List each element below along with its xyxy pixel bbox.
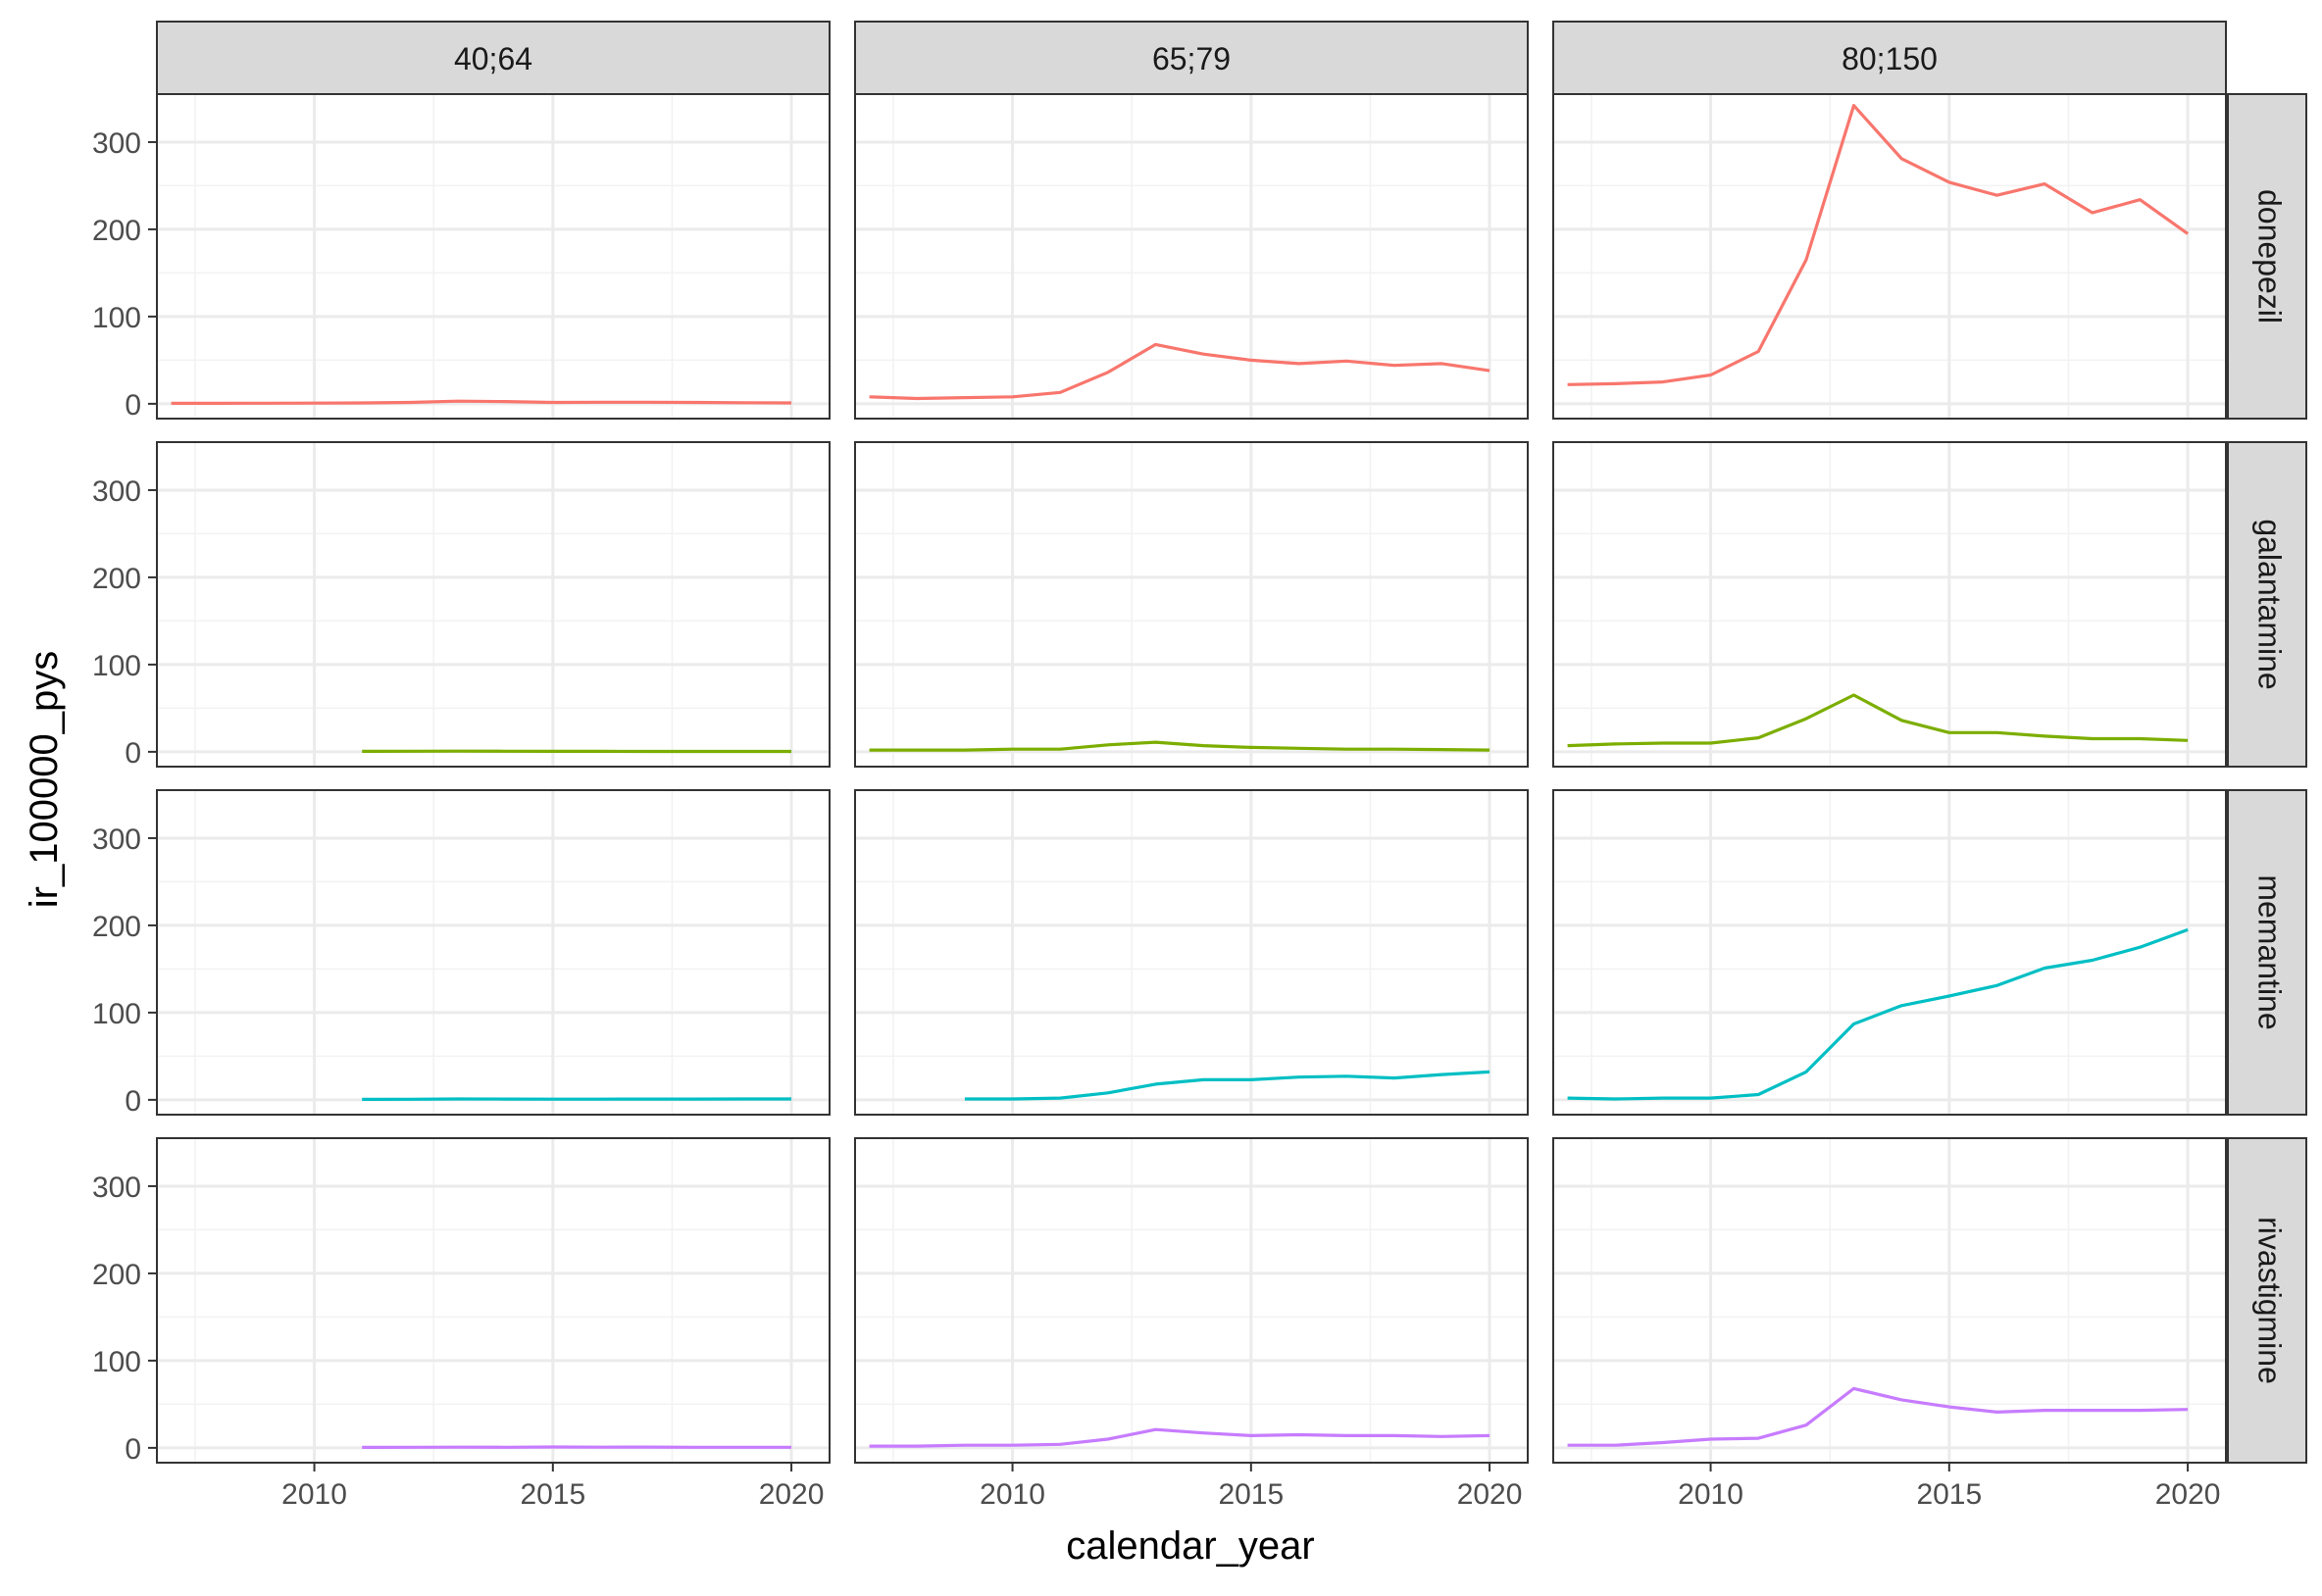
y-tick-label: 300 <box>92 475 141 508</box>
panel-border <box>1552 93 2227 420</box>
facet-strip-column-label: 80;150 <box>1842 41 1938 76</box>
facet-strip-row-label: donepezil <box>2252 189 2288 324</box>
facet-strip-column-label: 65;79 <box>1152 41 1231 76</box>
x-tick-label: 2010 <box>281 1478 347 1511</box>
x-tick-label: 2015 <box>1916 1478 1982 1511</box>
x-tick-label: 2015 <box>520 1478 585 1511</box>
panel-background <box>1553 1138 2226 1463</box>
panel-border <box>1552 441 2227 768</box>
x-axis-label: calendar_year <box>1066 1524 1315 1568</box>
y-tick-label: 200 <box>92 215 141 247</box>
x-tick-label: 2020 <box>1457 1478 1523 1511</box>
facet-strip-row-label: memantine <box>2252 874 2288 1029</box>
panel-border <box>156 441 831 768</box>
panel-border <box>1552 1137 2227 1464</box>
y-tick-label: 200 <box>92 563 141 595</box>
series-line-donepezil-3 <box>1567 103 2190 386</box>
panel-background <box>855 442 1528 767</box>
facet-strip-column <box>1552 21 2227 95</box>
series-line-memantine-3 <box>1567 927 2189 1101</box>
y-tick-label: 0 <box>125 389 141 422</box>
panel-background <box>855 1138 1528 1463</box>
y-tick-label: 300 <box>92 1172 141 1204</box>
panel-border <box>854 93 1529 420</box>
y-tick-label: 300 <box>92 823 141 856</box>
facet-strip-column <box>854 21 1529 95</box>
panel-background <box>157 790 830 1115</box>
panel-border <box>1552 789 2227 1116</box>
y-tick-label: 200 <box>92 911 141 943</box>
series-line-rivastigmine-2 <box>869 1427 1490 1448</box>
panel-background <box>1553 790 2226 1115</box>
x-tick-label: 2010 <box>980 1478 1045 1511</box>
y-tick-label: 0 <box>125 737 141 770</box>
series-line-rivastigmine-3 <box>1567 1386 2189 1447</box>
facet-strip-column-label: 40;64 <box>454 41 532 76</box>
y-tick-label: 100 <box>92 1346 141 1378</box>
y-tick-label: 100 <box>92 302 141 334</box>
facet-strip-row <box>2227 789 2307 1116</box>
y-tick-label: 200 <box>92 1259 141 1291</box>
y-axis-label: ir_100000_pys <box>23 651 66 908</box>
panel-border <box>854 1137 1529 1464</box>
facet-strip-row-label: rivastigmine <box>2252 1217 2288 1384</box>
grid-layer <box>157 94 2226 1463</box>
facet-strip-column <box>156 21 831 95</box>
facet-strips: 40;64 65;79 80;150 donepezil galantamine mema… <box>156 21 2307 1464</box>
panel-border <box>854 789 1529 1116</box>
x-tick-label: 2010 <box>1678 1478 1743 1511</box>
panel-background <box>855 790 1528 1115</box>
panel-border <box>156 789 831 1116</box>
series-line-galantamine-2 <box>869 740 1490 752</box>
x-tick-label: 2020 <box>2155 1478 2221 1511</box>
panel-background <box>157 442 830 767</box>
y-tick-label: 0 <box>125 1433 141 1466</box>
x-tick-label: 2015 <box>1218 1478 1284 1511</box>
y-tick-label: 100 <box>92 650 141 682</box>
panel-background <box>157 94 830 419</box>
panel-background <box>1553 94 2226 419</box>
y-tick-label: 100 <box>92 998 141 1030</box>
panel-border <box>854 441 1529 768</box>
y-tick-label: 300 <box>92 127 141 160</box>
facet-strip-row <box>2227 93 2307 420</box>
panel-border <box>156 93 831 420</box>
facet-strip-row <box>2227 441 2307 768</box>
series-line-memantine-2 <box>964 1070 1490 1101</box>
series-line-donepezil-2 <box>869 342 1490 401</box>
facet-strip-row-label: galantamine <box>2252 519 2288 689</box>
series-line-galantamine-3 <box>1567 693 2189 748</box>
x-tick-label: 2020 <box>759 1478 825 1511</box>
panel-border <box>156 1137 831 1464</box>
facet-strip-row <box>2227 1137 2307 1464</box>
series-lines <box>171 103 2190 1450</box>
panel-background <box>157 1138 830 1463</box>
axes: 0 100 200 300 0 100 200 300 0 100 200 300 0 100 200 300… <box>92 93 2227 1511</box>
y-tick-label: 0 <box>125 1085 141 1118</box>
series-line-donepezil-1 <box>171 399 792 405</box>
